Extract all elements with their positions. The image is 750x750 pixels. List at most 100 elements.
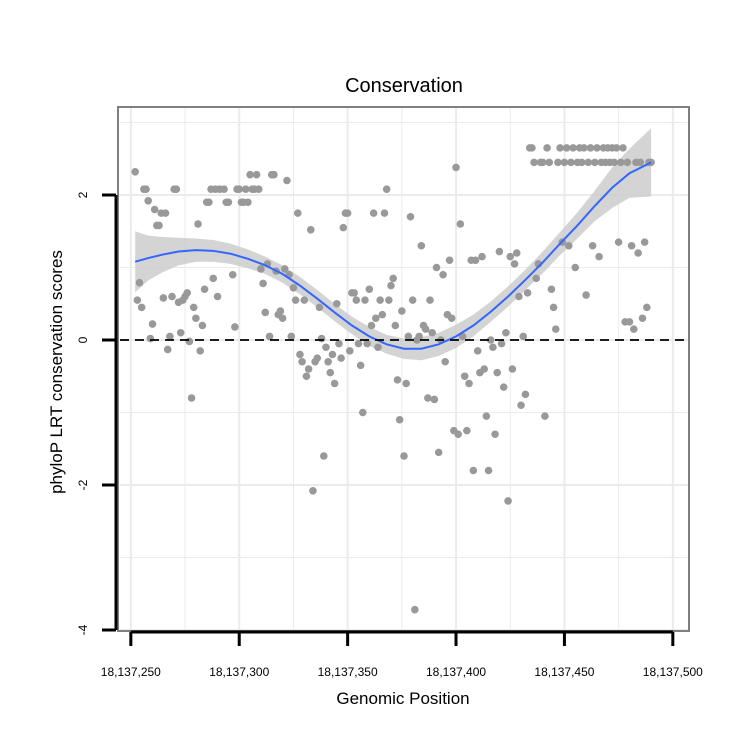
data-point (228, 270, 237, 279)
data-point (428, 328, 436, 337)
data-point (614, 238, 623, 246)
y-tick-label: -4 (76, 624, 90, 635)
data-point (571, 263, 580, 272)
y-axis-label: phyloP LRT conservation scores (47, 250, 66, 494)
chart-title: Conservation (345, 75, 463, 97)
data-point (560, 158, 569, 167)
data-point (577, 158, 586, 167)
data-point (582, 291, 590, 299)
data-point (363, 339, 371, 348)
data-point (135, 278, 144, 287)
data-point (254, 185, 263, 193)
data-point (432, 263, 441, 272)
x-axis-label: Genomic Position (336, 689, 469, 708)
data-point (391, 321, 400, 330)
data-point (322, 343, 330, 352)
data-point (441, 357, 449, 366)
data-point (183, 289, 192, 297)
data-point (270, 170, 278, 179)
data-point (460, 372, 469, 381)
data-point (395, 415, 404, 424)
data-point (521, 390, 530, 399)
data-point (499, 383, 508, 391)
data-point (302, 372, 311, 381)
data-point (445, 256, 454, 265)
data-point (564, 241, 573, 250)
data-point (439, 270, 447, 279)
data-point (296, 350, 304, 359)
data-point (452, 163, 460, 172)
x-tick-label: 18,137,500 (643, 665, 703, 679)
data-point (398, 307, 406, 315)
data-point (610, 158, 619, 167)
data-point (415, 332, 423, 341)
data-point (504, 497, 512, 505)
data-point (343, 209, 352, 217)
y-tick-label: 0 (76, 336, 90, 343)
data-point (324, 357, 332, 366)
data-point (172, 185, 181, 193)
data-point (408, 296, 417, 304)
data-point (387, 281, 395, 290)
smooth-line-layer (134, 161, 652, 350)
data-point (339, 223, 348, 232)
data-point (304, 365, 313, 373)
data-point (630, 325, 638, 333)
data-point (612, 144, 621, 152)
data-point (300, 296, 309, 304)
data-point (306, 226, 315, 234)
y-axis: -4 -2 0 2 (76, 191, 118, 635)
data-point (280, 265, 289, 273)
data-point (562, 144, 571, 152)
data-point (168, 292, 176, 301)
data-point (411, 605, 419, 614)
data-point (317, 334, 326, 343)
data-point (137, 303, 146, 312)
data-point (166, 332, 174, 341)
data-point (547, 285, 556, 294)
data-point (493, 368, 502, 377)
data-point (330, 379, 339, 388)
data-point (530, 158, 538, 167)
data-point (456, 220, 465, 228)
data-point (473, 347, 482, 355)
data-point (554, 158, 562, 167)
data-point (235, 185, 244, 193)
data-point (385, 296, 393, 304)
data-point (261, 308, 270, 317)
data-point (528, 144, 536, 152)
data-point (189, 303, 198, 312)
data-point (619, 144, 627, 152)
data-point (142, 185, 150, 193)
data-point (471, 256, 480, 265)
data-point (352, 296, 361, 304)
data-point (580, 144, 588, 152)
data-point (426, 296, 434, 304)
data-point (161, 209, 170, 217)
data-point (556, 144, 564, 152)
data-point (616, 158, 625, 167)
data-point (244, 198, 252, 207)
data-point (538, 158, 547, 167)
data-point (291, 296, 300, 304)
data-point (421, 325, 430, 333)
data-point (131, 168, 139, 176)
data-point (508, 365, 517, 373)
data-point (298, 357, 306, 366)
data-point (378, 310, 387, 319)
data-point (313, 354, 322, 362)
data-point (246, 170, 254, 179)
data-point (259, 279, 267, 288)
data-point (133, 296, 142, 304)
data-point (586, 144, 595, 152)
data-point (293, 209, 302, 217)
data-point (376, 296, 384, 304)
data-point (484, 466, 493, 475)
data-point (326, 368, 335, 377)
data-point (569, 144, 577, 152)
x-tick-label: 18,137,450 (534, 665, 594, 679)
data-point (482, 412, 491, 420)
data-point (335, 339, 343, 348)
